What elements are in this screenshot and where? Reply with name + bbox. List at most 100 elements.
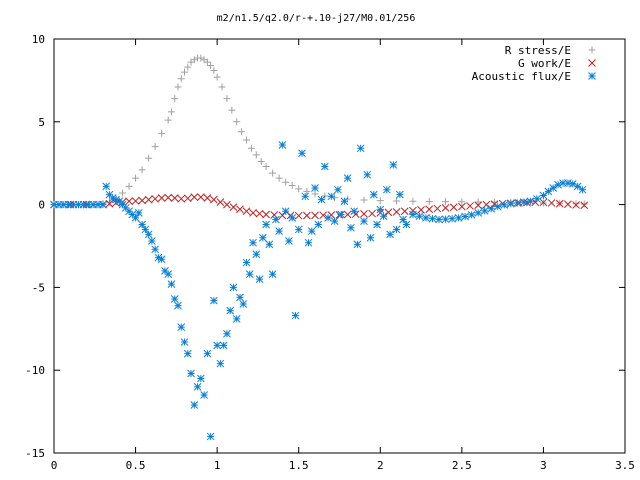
data-point [382,185,391,194]
data-point [399,215,407,224]
data-point [203,194,212,202]
data-point [578,185,587,194]
x-tick-label: 0 [51,459,58,472]
data-point [564,200,572,209]
data-point [409,197,417,205]
x-tick-label: 3.5 [615,459,635,472]
data-point [360,217,368,226]
data-point [94,200,102,209]
data-point [131,213,140,222]
data-point [181,68,189,76]
data-point [252,250,261,259]
y-tick-label: 5 [38,116,45,129]
data-point [151,194,160,203]
data-point [151,143,159,151]
data-point [363,170,372,179]
data-point [415,212,424,221]
data-point [396,190,404,199]
data-point [203,349,212,358]
data-point [196,374,205,383]
data-point [304,238,313,247]
data-point [242,258,251,267]
data-point [392,208,401,216]
data-point [105,199,114,208]
data-point [174,301,182,310]
data-point [474,201,483,210]
data-point [320,162,329,171]
x-tick-label: 0.5 [126,459,146,472]
data-point [236,293,244,302]
data-point [226,306,235,315]
data-point [177,323,186,331]
data-point [288,182,296,190]
data-point [327,192,336,201]
data-point [164,270,173,279]
data-point [285,237,293,245]
data-point [171,95,179,103]
data-point [257,158,265,166]
data-point [425,205,434,214]
data-point [190,193,199,202]
data-point [360,196,368,204]
data-point [360,210,368,218]
data-point [233,118,241,126]
data-point [210,66,218,74]
data-point [207,61,215,69]
data-point [228,106,236,114]
data-point [141,225,150,234]
data-point [170,295,179,303]
data-point [572,200,580,208]
data-point [138,166,146,174]
plot-frame [53,38,626,454]
data-point [132,174,140,182]
data-point [353,240,362,249]
x-tick-label: 2.5 [452,459,472,472]
data-point [232,315,241,323]
data-point [258,233,267,242]
data-point [252,151,260,159]
data-point [278,141,287,149]
data-point [409,210,417,219]
chart-title: m2/n1.5/q2.0/r-+.10-j27/M0.01/256 [217,13,416,24]
data-point [384,208,393,217]
data-point [177,75,185,83]
data-point [580,201,589,210]
data-point [131,197,140,205]
data-point [190,401,199,409]
data-point [513,199,522,207]
series-2 [50,141,587,441]
data-point [500,201,509,209]
data-point [262,210,270,219]
data-point [539,191,548,200]
data-point [298,149,306,158]
data-point [269,169,277,177]
data-point [555,199,564,208]
data-point [89,200,98,209]
data-point [428,214,437,223]
data-point [125,182,133,190]
data-point [238,128,246,136]
data-point [183,194,192,203]
data-point [249,238,257,247]
data-point [112,195,120,204]
data-point [154,253,163,262]
data-point [467,211,476,219]
data-point [158,129,166,137]
data-point [187,369,195,378]
data-point [144,230,153,239]
data-point [193,382,202,391]
data-point [206,432,215,441]
data-point [441,215,450,224]
data-point [59,200,68,209]
data-point [441,204,450,212]
legend-label: G work/E [518,57,571,70]
data-point [482,200,491,209]
data-point [314,220,323,229]
data-point [343,210,352,219]
data-point [164,193,173,202]
data-point [157,194,166,202]
data-point [474,198,482,206]
data-point [183,349,192,358]
